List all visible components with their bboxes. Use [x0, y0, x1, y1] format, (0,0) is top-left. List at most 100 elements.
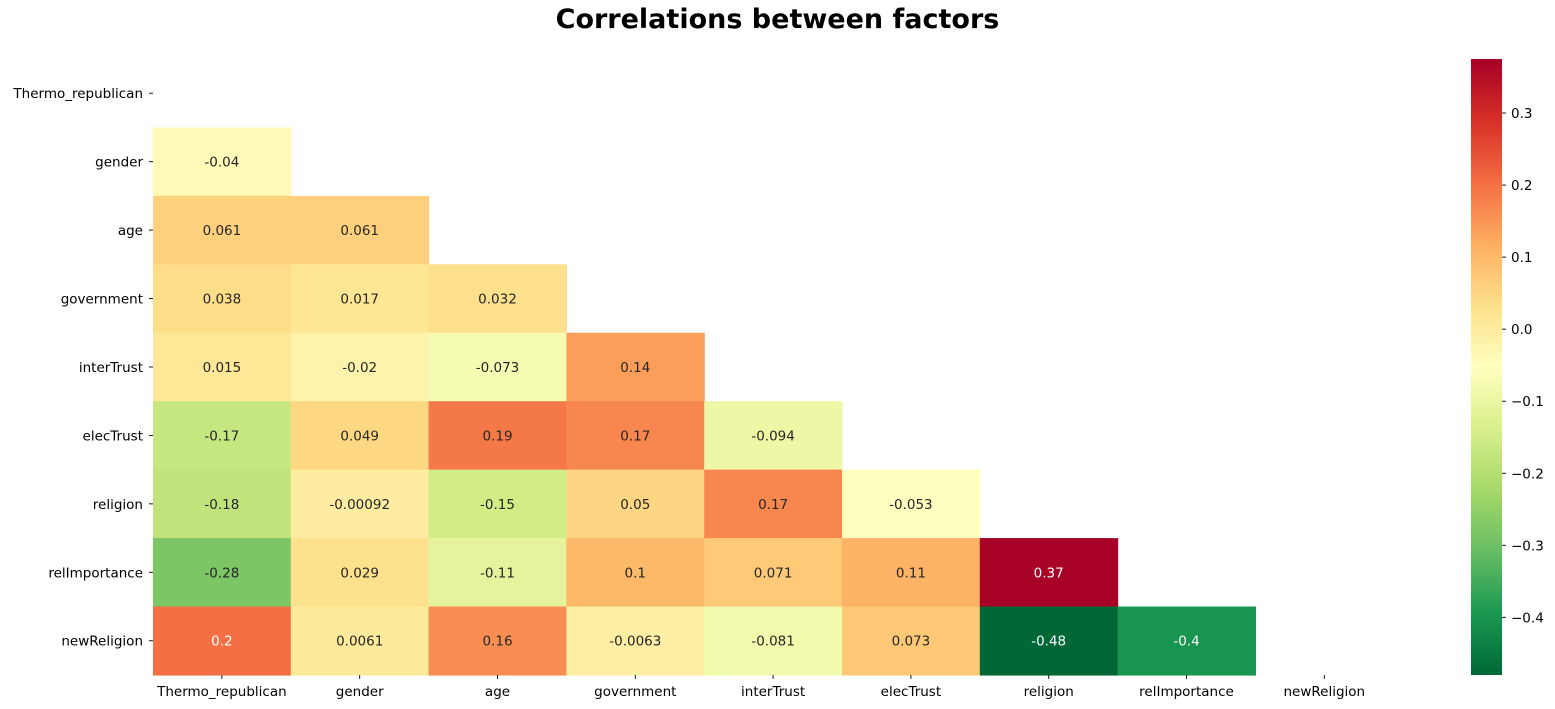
cell-religion-thermo-republican: [153, 469, 292, 539]
cell-religion-electrust: [842, 469, 981, 539]
chart-title: Correlations between factors: [555, 4, 1000, 35]
x-tick-label-gender: gender: [336, 684, 384, 700]
y-tick-label-relimportance: relImportance: [48, 565, 143, 581]
cell-label-religion-age: -0.15: [480, 497, 515, 513]
cell-electrust-age: [428, 401, 567, 471]
cell-government-age: [428, 264, 567, 334]
y-tick-label-religion: religion: [93, 497, 143, 513]
colorbar-tick-label-1: 0.2: [1511, 178, 1532, 194]
cell-electrust-government: [566, 401, 705, 471]
y-tick-label-thermo-republican: Thermo_republican: [12, 86, 143, 102]
cell-religion-intertrust: [704, 469, 843, 539]
cell-label-religion-intertrust: 0.17: [758, 497, 788, 513]
cell-relimportance-government: [566, 538, 705, 608]
cell-label-electrust-gender: 0.049: [340, 428, 379, 444]
cell-label-newreligion-age: 0.16: [482, 634, 512, 650]
heatmap-cells: -0.04 0.061 0.061 0.038 0.017 0.032 0.015 -0.02…: [153, 127, 1256, 676]
colorbar: 0.3 0.2 0.1 0.0 −0.1 −0.2 −0.3 −0.4: [1471, 59, 1544, 675]
x-axis-tick-labels: Thermo_republican gender age government inte…: [156, 674, 1365, 700]
cell-religion-age: [428, 469, 567, 539]
cell-label-relimportance-thermo-republican: -0.28: [204, 565, 239, 581]
cell-label-age-gender: 0.061: [340, 223, 379, 239]
cell-newreligion-age: [428, 606, 567, 676]
x-tick-label-electrust: elecTrust: [881, 684, 941, 700]
cell-religion-gender: [290, 469, 430, 539]
x-tick-label-religion: religion: [1024, 684, 1074, 700]
colorbar-tick-label-3: 0.0: [1511, 322, 1532, 338]
cell-label-relimportance-religion: 0.37: [1034, 565, 1064, 581]
cell-government-thermo-republican: [153, 264, 292, 334]
cell-intertrust-thermo-republican: [153, 332, 292, 402]
cell-newreligion-government: [566, 606, 705, 676]
cell-label-electrust-thermo-republican: -0.17: [204, 428, 239, 444]
cell-label-intertrust-government: 0.14: [620, 360, 650, 376]
cell-label-government-gender: 0.017: [340, 292, 379, 308]
cell-label-religion-government: 0.05: [620, 497, 650, 513]
cell-newreligion-electrust: [842, 606, 981, 676]
cell-electrust-intertrust: [704, 401, 843, 471]
cell-electrust-gender: [290, 401, 430, 471]
cell-religion-government: [566, 469, 705, 539]
cell-electrust-thermo-republican: [153, 401, 292, 471]
cell-gender-thermo-republican: [153, 127, 292, 197]
cell-government-gender: [290, 264, 430, 334]
cell-label-relimportance-age: -0.11: [480, 565, 515, 581]
cell-label-newreligion-intertrust: -0.081: [751, 634, 795, 650]
x-tick-label-newreligion: newReligion: [1283, 684, 1365, 700]
x-tick-label-thermo-republican: Thermo_republican: [156, 684, 287, 700]
colorbar-tick-label-2: 0.1: [1511, 250, 1532, 266]
cell-relimportance-thermo-republican: [153, 538, 292, 608]
cell-age-thermo-republican: [153, 195, 292, 265]
colorbar-tick-label-0: 0.3: [1511, 106, 1532, 122]
cell-label-electrust-government: 0.17: [620, 428, 650, 444]
cell-label-newreligion-government: -0.0063: [609, 634, 661, 650]
cell-label-intertrust-gender: -0.02: [342, 360, 377, 376]
cell-relimportance-intertrust: [704, 538, 843, 608]
cell-label-relimportance-intertrust: 0.071: [754, 565, 793, 581]
cell-label-religion-thermo-republican: -0.18: [204, 497, 239, 513]
cell-newreligion-relimportance: [1117, 606, 1256, 676]
cell-label-electrust-intertrust: -0.094: [751, 428, 795, 444]
x-tick-label-relimportance: relImportance: [1139, 684, 1234, 700]
y-tick-label-newreligion: newReligion: [61, 634, 143, 650]
cell-age-gender: [290, 195, 430, 265]
colorbar-tick-label-5: −0.2: [1511, 466, 1544, 482]
cell-label-electrust-age: 0.19: [482, 428, 512, 444]
colorbar-tick-label-6: −0.3: [1511, 538, 1544, 554]
y-tick-label-government: government: [61, 292, 143, 308]
colorbar-tick-label-4: −0.1: [1511, 394, 1544, 410]
cell-label-age-thermo-republican: 0.061: [203, 223, 242, 239]
cell-relimportance-religion: [979, 538, 1119, 608]
cell-label-religion-gender: -0.00092: [329, 497, 390, 513]
cell-relimportance-gender: [290, 538, 430, 608]
cell-intertrust-government: [566, 332, 705, 402]
x-tick-label-intertrust: interTrust: [741, 684, 805, 700]
y-tick-label-age: age: [118, 223, 143, 239]
cell-newreligion-gender: [290, 606, 430, 676]
colorbar-ticks: 0.3 0.2 0.1 0.0 −0.1 −0.2 −0.3 −0.4: [1502, 106, 1544, 626]
colorbar-gradient: [1471, 59, 1502, 675]
y-tick-label-gender: gender: [95, 155, 143, 171]
cell-label-religion-electrust: -0.053: [889, 497, 933, 513]
cell-label-relimportance-government: 0.1: [625, 565, 646, 581]
cell-label-newreligion-gender: 0.0061: [336, 634, 383, 650]
cell-intertrust-gender: [290, 332, 430, 402]
cell-newreligion-intertrust: [704, 606, 843, 676]
cell-label-newreligion-electrust: 0.073: [892, 634, 931, 650]
cell-label-intertrust-thermo-republican: 0.015: [203, 360, 242, 376]
x-tick-label-age: age: [485, 684, 510, 700]
x-tick-label-government: government: [594, 684, 676, 700]
cell-intertrust-age: [428, 332, 567, 402]
cell-relimportance-electrust: [842, 538, 981, 608]
cell-newreligion-religion: [979, 606, 1119, 676]
cell-label-intertrust-age: -0.073: [476, 360, 520, 376]
cell-label-gender-thermo-republican: -0.04: [204, 155, 239, 171]
cell-label-newreligion-relimportance: -0.4: [1173, 634, 1199, 650]
cell-label-newreligion-thermo-republican: 0.2: [211, 634, 232, 650]
y-tick-label-intertrust: interTrust: [79, 360, 143, 376]
cell-label-relimportance-electrust: 0.11: [896, 565, 926, 581]
y-tick-label-electrust: elecTrust: [83, 428, 143, 444]
colorbar-tick-label-7: −0.4: [1511, 610, 1544, 626]
